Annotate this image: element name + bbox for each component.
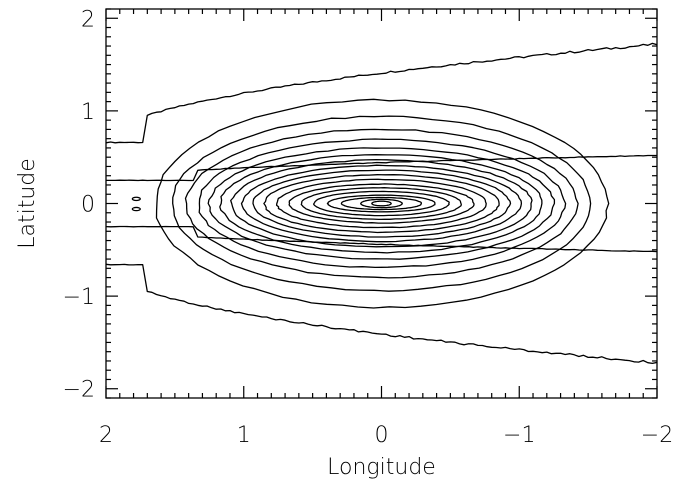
x-tick-labels: 2 1 0 −1 −2 [99, 423, 673, 448]
side-feature-1 [131, 196, 141, 202]
contour-level-10 [240, 164, 523, 243]
contour-level-18 [340, 196, 423, 211]
x-tick-label: 1 [237, 423, 251, 448]
contour-level-2-lower [106, 225, 657, 253]
contour-level-12 [263, 174, 500, 234]
contour-level-8 [219, 154, 543, 254]
contour-level-1-lower [106, 263, 657, 365]
contour-level-3 [155, 98, 610, 309]
contour-level-6 [198, 138, 567, 269]
y-tick-label: 1 [81, 100, 95, 125]
y-tick-label: −1 [63, 285, 95, 310]
contour-level-13 [275, 178, 487, 229]
y-tick-label: −2 [63, 378, 95, 403]
contour-level-15 [300, 187, 462, 221]
contour-level-20 [371, 200, 392, 207]
contour-level-14 [288, 183, 475, 224]
contour-level-7 [207, 147, 556, 260]
contour-level-17 [326, 194, 436, 213]
x-tick-label: 0 [375, 423, 389, 448]
x-tick-label: −1 [503, 423, 535, 448]
y-tick-label: 0 [81, 193, 95, 218]
contours-group [106, 42, 657, 365]
contour-level-4 [172, 115, 592, 292]
y-tick-label: 2 [81, 7, 95, 32]
side-feature-2 [131, 206, 141, 212]
contour-level-5 [184, 128, 579, 279]
contour-level-11 [252, 169, 512, 238]
plot-frame [105, 8, 658, 399]
y-axis-label: Latitude [15, 158, 40, 249]
contour-level-19 [360, 198, 403, 209]
x-tick-label: −2 [641, 423, 673, 448]
contour-level-1-upper [106, 42, 657, 144]
contour-level-2-upper [106, 154, 657, 182]
y-tick-labels: −2 −1 0 1 2 [63, 7, 95, 402]
x-axis-label: Longitude [327, 455, 436, 480]
ticks-group [105, 8, 658, 399]
x-tick-label: 2 [99, 423, 113, 448]
contour-level-9 [230, 159, 533, 248]
contour-level-16 [313, 190, 450, 217]
